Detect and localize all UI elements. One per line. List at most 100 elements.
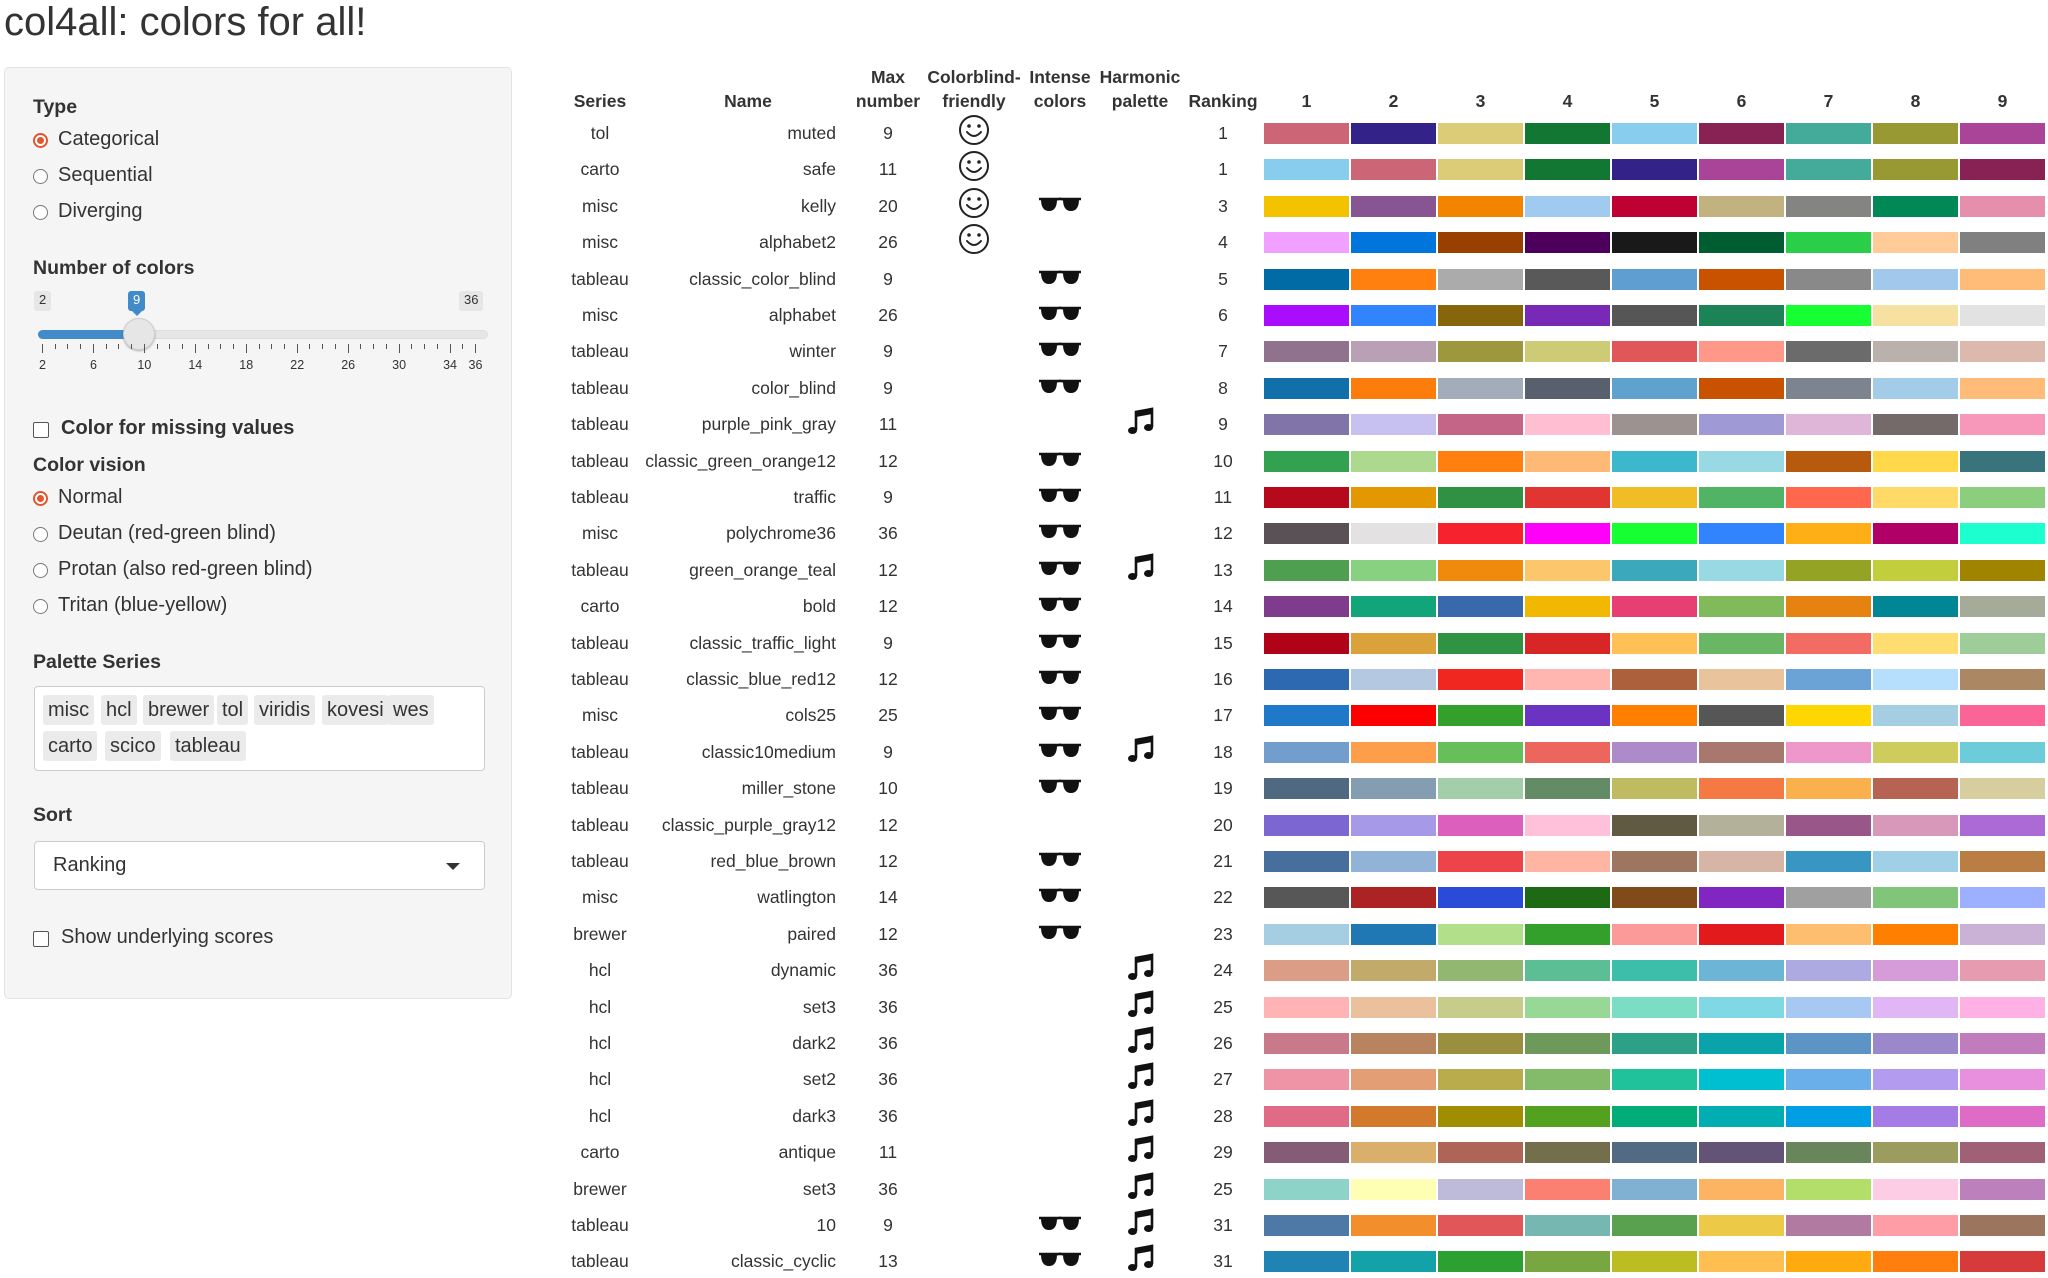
color-swatch xyxy=(1351,195,1436,217)
vision-option-tritan[interactable]: Tritan (blue-yellow) xyxy=(33,591,227,619)
color-swatch xyxy=(1699,741,1784,763)
color-swatch xyxy=(1264,887,1349,909)
series-chip[interactable]: wes xyxy=(388,695,434,725)
slider-handle[interactable] xyxy=(123,318,155,350)
row-series: carto xyxy=(580,159,620,180)
sunglasses-icon xyxy=(1039,342,1081,357)
type-option-categorical[interactable]: Categorical xyxy=(33,125,159,153)
type-option-diverging[interactable]: Diverging xyxy=(33,197,142,225)
show-scores-toggle[interactable]: Show underlying scores xyxy=(33,923,273,951)
row-name: 10 xyxy=(816,1215,836,1235)
vision-option-deutan[interactable]: Deutan (red-green blind) xyxy=(33,519,276,547)
color-swatch xyxy=(1438,159,1523,181)
color-swatch xyxy=(1786,1178,1871,1200)
color-swatch xyxy=(1873,996,1958,1018)
row-series: tol xyxy=(590,123,610,143)
color-swatch xyxy=(1873,741,1958,763)
color-swatch xyxy=(1525,414,1610,436)
type-option-sequential[interactable]: Sequential xyxy=(33,161,153,189)
row-name: bold xyxy=(802,596,836,617)
radio-button[interactable] xyxy=(33,205,48,220)
series-chip[interactable]: tol xyxy=(217,695,249,725)
row-series: hcl xyxy=(588,996,612,1017)
series-chip[interactable]: hcl xyxy=(101,695,137,725)
color-swatch xyxy=(1612,960,1697,982)
color-swatch xyxy=(1873,232,1958,254)
color-swatch xyxy=(1612,414,1697,436)
color-swatch xyxy=(1525,923,1610,945)
color-swatch xyxy=(1873,341,1958,363)
series-chip[interactable]: viridis xyxy=(254,695,316,725)
sunglasses-icon xyxy=(1039,852,1081,866)
color-swatch xyxy=(1612,305,1697,326)
sort-select[interactable]: Ranking xyxy=(34,841,485,890)
color-swatch xyxy=(1699,1069,1784,1091)
series-chip[interactable]: brewer xyxy=(143,695,215,725)
row-series: misc xyxy=(582,887,618,908)
color-swatch xyxy=(1351,632,1436,654)
vision-option-normal[interactable]: Normal xyxy=(33,483,122,511)
slider-minor-tick xyxy=(220,344,222,349)
color-swatch xyxy=(1786,1105,1871,1127)
row-max-number: 14 xyxy=(878,887,898,908)
row-series: tableau xyxy=(571,1251,629,1272)
color-swatch xyxy=(1786,305,1871,326)
series-chip[interactable]: tableau xyxy=(170,731,246,761)
row-max-number: 12 xyxy=(878,559,898,580)
color-swatch xyxy=(1960,232,2045,254)
slider-tick-label: 26 xyxy=(341,358,356,372)
color-swatch xyxy=(1612,1215,1697,1236)
missing-values-toggle[interactable]: Color for missing values xyxy=(33,414,294,442)
slider-minor-tick xyxy=(424,344,426,349)
vision-option-protan[interactable]: Protan (also red-green blind) xyxy=(33,555,313,583)
sunglasses-icon xyxy=(1039,706,1081,721)
checkbox[interactable] xyxy=(33,931,49,947)
color-swatch xyxy=(1873,596,1958,618)
radio-button[interactable] xyxy=(33,491,48,506)
series-chip[interactable]: misc xyxy=(43,695,95,725)
header-ranking: Ranking xyxy=(1188,91,1258,111)
music-note-icon xyxy=(1128,1099,1154,1126)
color-swatch xyxy=(1525,887,1610,909)
color-swatch xyxy=(1264,1251,1349,1273)
color-swatch xyxy=(1438,1215,1523,1236)
color-swatch xyxy=(1960,195,2045,217)
type-option-label: Diverging xyxy=(58,199,143,222)
color-swatch xyxy=(1960,559,2045,581)
series-chip[interactable]: scico xyxy=(105,731,161,761)
row-max-number: 26 xyxy=(878,232,898,253)
radio-button[interactable] xyxy=(33,133,48,148)
color-swatch xyxy=(1612,559,1697,581)
color-swatch xyxy=(1525,996,1610,1018)
color-swatch xyxy=(1351,487,1436,508)
color-swatch xyxy=(1525,523,1610,545)
radio-button[interactable] xyxy=(33,527,48,542)
row-ranking: 16 xyxy=(1213,669,1233,689)
color-swatch xyxy=(1960,341,2045,363)
row-series: hcl xyxy=(588,1069,612,1090)
color-swatch xyxy=(1873,960,1958,982)
color-swatch xyxy=(1438,996,1523,1018)
color-swatch xyxy=(1351,450,1436,472)
color-swatch xyxy=(1264,851,1349,872)
color-swatch xyxy=(1699,268,1784,290)
series-chip[interactable]: kovesi xyxy=(322,695,389,725)
row-max-number: 9 xyxy=(883,632,893,653)
color-swatch xyxy=(1699,123,1784,144)
color-swatch xyxy=(1786,851,1871,872)
checkbox[interactable] xyxy=(33,422,49,438)
color-swatch xyxy=(1699,195,1784,217)
row-series: tableau xyxy=(571,778,629,799)
radio-button[interactable] xyxy=(33,563,48,578)
radio-button[interactable] xyxy=(33,169,48,184)
smiley-face-icon xyxy=(959,224,989,255)
radio-button[interactable] xyxy=(33,599,48,614)
palette-series-input[interactable]: misc hcl brewer tol viridis kovesi wes c… xyxy=(34,686,485,771)
color-swatch xyxy=(1525,377,1610,399)
series-chip[interactable]: carto xyxy=(43,731,98,761)
color-swatch xyxy=(1264,814,1349,836)
color-swatch xyxy=(1786,487,1871,508)
vision-option-label: Tritan (blue-yellow) xyxy=(58,593,228,616)
color-swatch xyxy=(1873,1105,1958,1127)
color-swatch xyxy=(1786,123,1871,144)
